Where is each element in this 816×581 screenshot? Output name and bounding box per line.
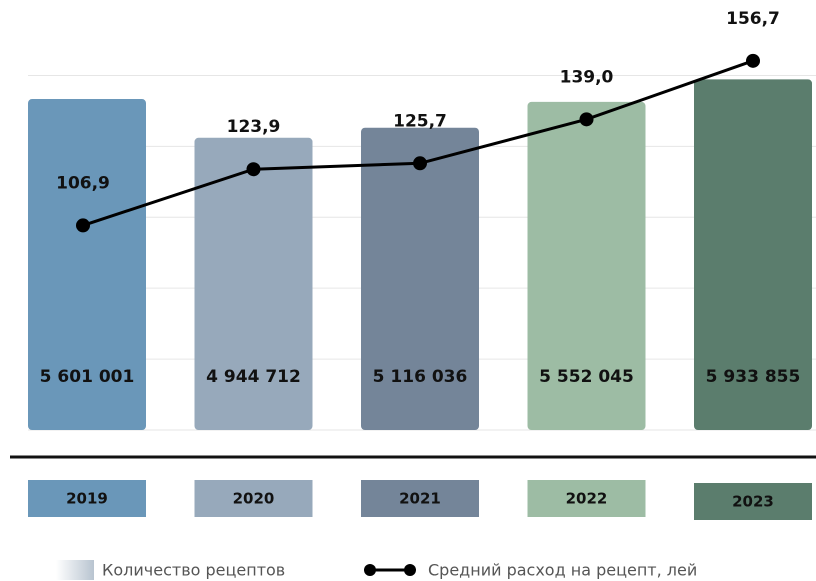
- legend-dot: [364, 564, 376, 576]
- bar-value-label: 5 601 001: [40, 367, 135, 387]
- legend-label: Количество рецептов: [102, 561, 285, 580]
- bar-value-label: 5 552 045: [539, 367, 634, 387]
- bar-value-label: 4 944 712: [206, 367, 301, 387]
- category-box: [527, 480, 646, 517]
- category-box: [194, 480, 313, 517]
- bar: [527, 101, 646, 430]
- bar-value-label: 5 116 036: [373, 367, 468, 387]
- bar: [361, 127, 479, 430]
- x-tick-label: 2021: [399, 490, 441, 508]
- line-value-label: 139,0: [560, 67, 614, 87]
- x-tick-label: 2020: [233, 490, 275, 508]
- bar: [28, 99, 146, 430]
- category-box: [694, 483, 812, 520]
- legend-dot: [404, 564, 416, 576]
- line-point: [413, 156, 427, 171]
- legend-label: Средний расход на рецепт, лей: [428, 561, 697, 580]
- x-tick-label: 2023: [732, 493, 774, 511]
- bar-value-label: 5 933 855: [706, 367, 801, 387]
- line-point: [746, 53, 760, 68]
- bar: [194, 137, 313, 430]
- category-box: [361, 480, 479, 517]
- line-value-label: 123,9: [227, 117, 281, 137]
- bar: [694, 79, 812, 431]
- x-tick-label: 2022: [566, 490, 608, 508]
- line-point: [579, 112, 594, 127]
- x-tick-label: 2019: [66, 490, 108, 508]
- category-box: [28, 480, 146, 517]
- line-value-label: 156,7: [726, 9, 780, 29]
- line-point: [76, 218, 90, 233]
- line-point: [246, 162, 261, 177]
- line-value-label: 125,7: [393, 111, 447, 131]
- legend-swatch: [56, 560, 94, 580]
- line-value-label: 106,9: [56, 173, 110, 193]
